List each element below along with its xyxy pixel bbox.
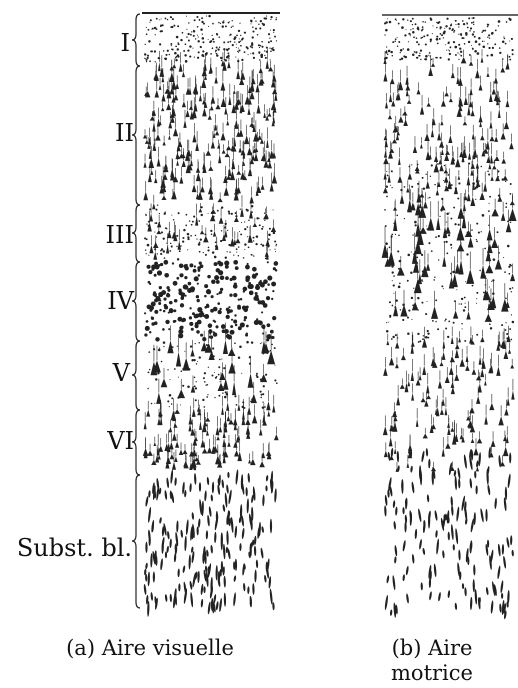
layer-label-VI: VI (107, 427, 134, 455)
layer-label-III: III (105, 221, 134, 249)
brace-layer-IV (131, 261, 141, 342)
layer-label-subst-bl: Subst. bl. (16, 534, 132, 562)
layer-braces (131, 13, 141, 609)
brace-layer-VI (131, 409, 141, 476)
layer-label-II: II (115, 119, 134, 147)
caption-panel-a: (a) Aire visuelle (66, 636, 234, 660)
visual-cortex-drawing (142, 12, 280, 617)
layer-label-I: I (120, 29, 130, 57)
motor-cortex-drawing (381, 14, 518, 620)
layer-label-IV: IV (107, 287, 134, 315)
caption-panel-b-line1: (b) Aire (391, 636, 473, 660)
caption-panel-b-line2: motrice (391, 661, 473, 685)
brace-layer-II (131, 65, 141, 206)
layer-label-V: V (112, 359, 130, 387)
brace-layer-subst-bl (131, 474, 141, 609)
brace-layer-V (131, 340, 141, 411)
brace-layer-I (131, 13, 141, 67)
brace-layer-III (131, 204, 141, 263)
